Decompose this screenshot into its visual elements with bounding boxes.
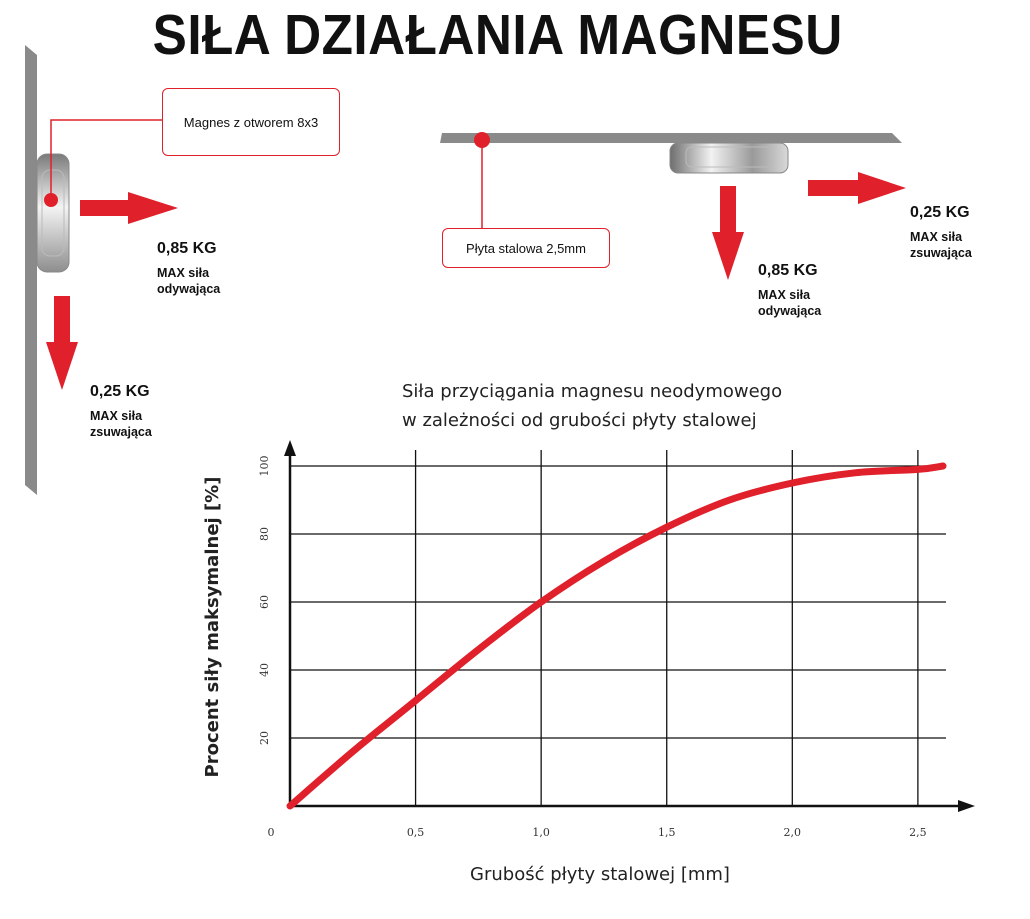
chart-title-line1: Siła przyciągania magnesu neodymowego <box>402 381 783 402</box>
left-pull-desc: MAX siła odywająca <box>157 266 221 296</box>
y-tick-label: 40 <box>258 663 271 677</box>
y-tick-label: 60 <box>258 595 271 609</box>
x-tick-label: 0,5 <box>407 826 425 839</box>
magnet-bottom <box>669 142 789 174</box>
magnet-callout-label: Magnes z otworem 8x3 <box>183 114 319 130</box>
y-tick-label: 20 <box>258 731 271 745</box>
right-slide-desc: MAX siła zsuwająca <box>910 230 972 260</box>
chart-title-line2: w zależności od grubości płyty stalowej <box>402 410 757 431</box>
x-tick-label: 0 <box>268 826 275 839</box>
steel-plate-vertical <box>25 45 37 495</box>
magnet-side <box>36 153 70 273</box>
left-slide-value: 0,25 KG <box>90 383 150 400</box>
x-tick-label: 2,0 <box>784 826 802 839</box>
right-pull-value: 0,85 KG <box>758 262 818 279</box>
magnet-side-ring <box>41 169 65 257</box>
magnet-bottom-ring <box>685 146 773 168</box>
callout-leader <box>50 119 162 200</box>
x-axis-arrow <box>958 800 975 812</box>
x-tick-label: 1,0 <box>532 826 550 839</box>
magnet-callout: Magnes z otworem 8x3 <box>162 88 340 156</box>
right-pull-desc: MAX siła odywająca <box>758 288 822 318</box>
y-tick-label: 80 <box>258 527 271 541</box>
y-axis-arrow <box>284 440 296 456</box>
plate-callout: Płyta stalowa 2,5mm <box>442 228 610 268</box>
steel-plate-horizontal <box>440 133 902 143</box>
arrow-down-pull-right <box>712 186 744 280</box>
x-axis-label: Grubość płyty stalowej [mm] <box>470 864 730 885</box>
arrow-down-slide <box>46 296 78 390</box>
y-axis-label: Procent siły maksymalnej [%] <box>202 477 223 778</box>
right-slide-value: 0,25 KG <box>910 204 970 221</box>
x-tick-label: 1,5 <box>658 826 676 839</box>
series-line <box>286 462 947 810</box>
page-title: SIŁA DZIAŁANIA MAGNESU <box>152 3 843 67</box>
line-chart: 20 40 60 80 100 0 0,5 1,0 1,5 2,0 2,5 Procent siły … <box>202 440 975 839</box>
left-pull-value: 0,85 KG <box>157 240 217 257</box>
arrow-right-pull <box>80 192 178 224</box>
y-tick-label: 100 <box>258 456 271 477</box>
plate-callout-label: Płyta stalowa 2,5mm <box>466 240 586 256</box>
x-tick-label: 2,5 <box>909 826 927 839</box>
arrow-right-slide-right <box>808 172 906 204</box>
left-slide-desc: MAX siła zsuwająca <box>90 409 152 439</box>
